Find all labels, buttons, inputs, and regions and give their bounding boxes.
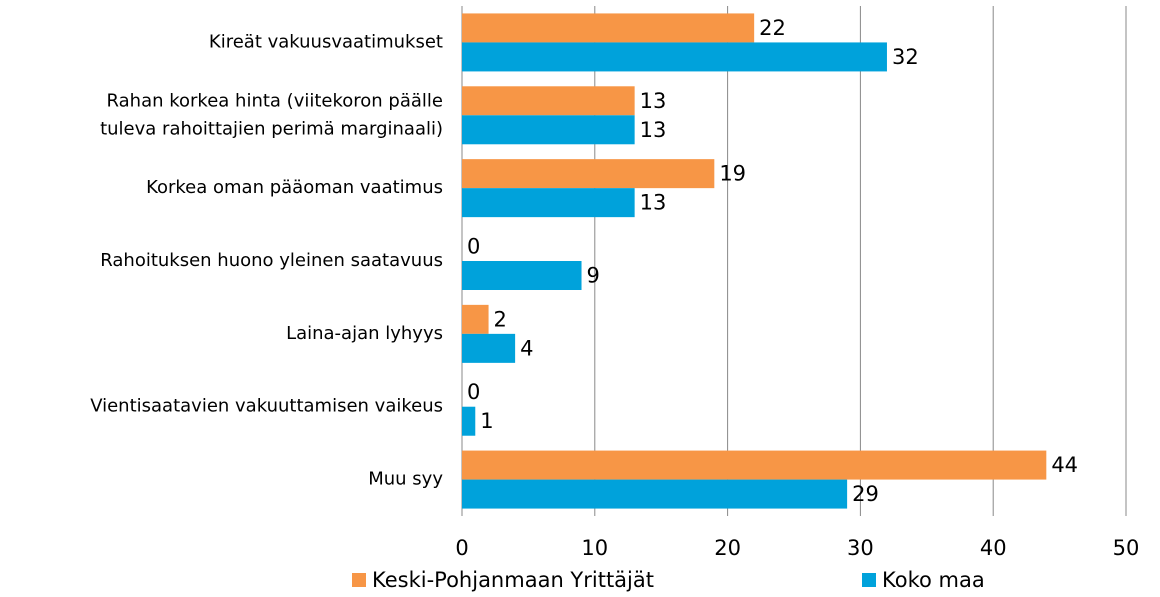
legend-label: Keski-Pohjanmaan Yrittäjät <box>372 568 654 592</box>
x-tick-label: 40 <box>980 536 1007 560</box>
bar <box>462 86 635 116</box>
data-label: 13 <box>640 191 667 215</box>
x-tick-label: 20 <box>714 536 741 560</box>
data-label: 13 <box>640 89 667 113</box>
y-tick-label: Rahan korkea hinta (viitekoron päälle tul… <box>100 90 443 139</box>
y-tick-label: Kireät vakuusvaatimukset <box>209 31 443 52</box>
bar <box>462 479 848 509</box>
data-label: 13 <box>640 118 667 142</box>
x-tick-label: 10 <box>581 536 608 560</box>
data-label: 44 <box>1051 453 1078 477</box>
legend-swatch <box>862 573 876 587</box>
bar <box>462 304 489 334</box>
bar <box>462 450 1047 480</box>
y-tick-label: Rahoituksen huono yleinen saatavuus <box>100 250 443 271</box>
x-tick-label: 0 <box>455 536 468 560</box>
data-label: 32 <box>892 45 919 69</box>
data-label: 19 <box>719 162 746 186</box>
bar <box>462 261 582 290</box>
bar <box>462 115 635 145</box>
data-label: 2 <box>494 307 507 331</box>
data-label: 1 <box>480 409 493 433</box>
y-tick-label: Korkea oman pääoman vaatimus <box>146 177 443 198</box>
x-tick-label: 30 <box>847 536 874 560</box>
y-tick-label: Laina-ajan lyhyys <box>286 323 443 344</box>
bar <box>462 406 476 436</box>
y-tick-label: Vientisaatavien vakuuttamisen vaikeus <box>90 396 443 417</box>
legend-swatch <box>352 573 366 587</box>
data-label: 29 <box>852 482 879 506</box>
bar <box>462 42 887 72</box>
bar <box>462 159 715 189</box>
data-label: 22 <box>759 16 786 40</box>
bar <box>462 333 516 363</box>
y-tick-label: Muu syy <box>368 469 443 490</box>
data-label: 0 <box>467 235 480 259</box>
data-label: 9 <box>587 264 600 288</box>
legend-label: Koko maa <box>882 568 985 592</box>
x-tick-label: 50 <box>1113 536 1140 560</box>
data-label: 0 <box>467 380 480 404</box>
bar <box>462 13 755 43</box>
bar <box>462 188 635 218</box>
data-label: 4 <box>520 336 533 360</box>
